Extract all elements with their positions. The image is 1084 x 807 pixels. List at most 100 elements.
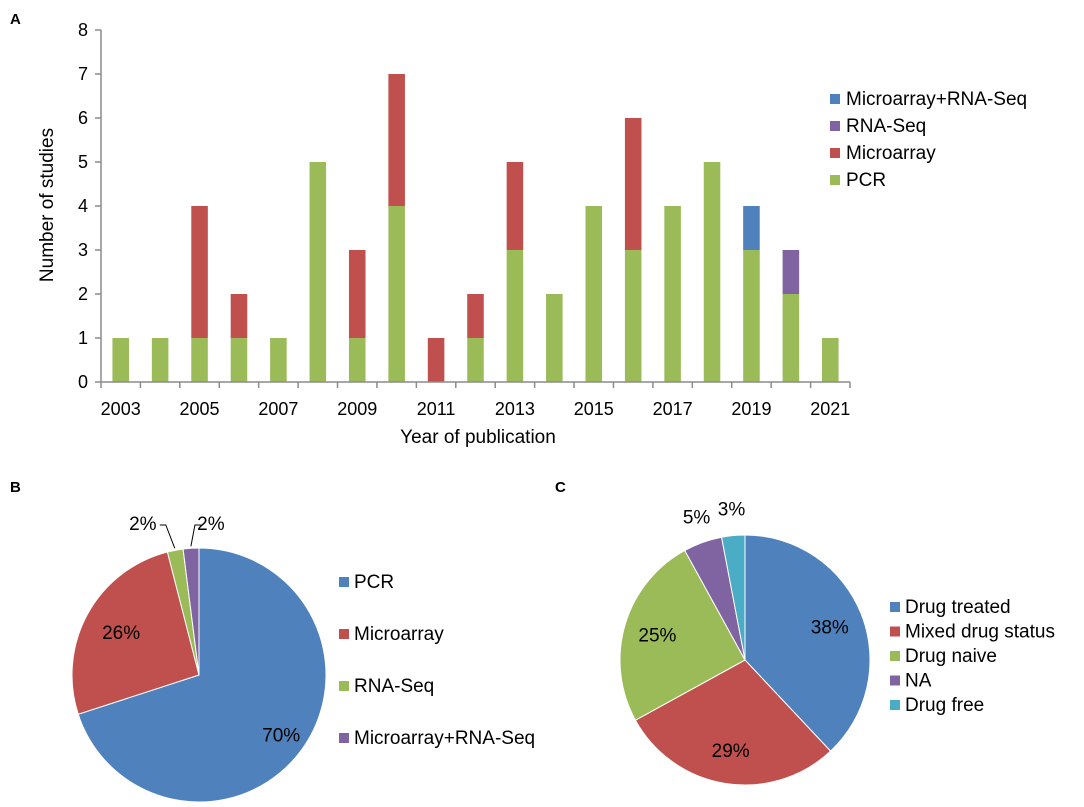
pie-label-drug-naive: 25% bbox=[638, 626, 676, 647]
legend-label-rna-seq: RNA-Seq bbox=[846, 116, 926, 137]
bar-pcr-2010 bbox=[388, 206, 405, 382]
x-tick-label-2013: 2013 bbox=[495, 399, 535, 419]
pie-c-legend: Drug treated Mixed drug status Drug naive N… bbox=[890, 597, 1055, 716]
pie-slice-drug-free bbox=[720, 534, 746, 661]
bar-microarray-2010 bbox=[388, 74, 405, 206]
pie-label-pcr: 70% bbox=[262, 726, 300, 747]
y-ticks: 0 1 2 3 4 5 6 7 8 bbox=[78, 20, 101, 392]
legend-swatch-na bbox=[890, 675, 900, 686]
bar-marks bbox=[112, 74, 839, 382]
pie-slice-microarray bbox=[71, 551, 200, 715]
pie-slice-mixed-drug-status bbox=[634, 659, 832, 786]
legend-swatch-mixed-drug-status bbox=[890, 626, 900, 637]
bar-microarray-rna-seq-2019 bbox=[743, 206, 760, 250]
pie-b-legend: PCR Microarray RNA-Seq Microarray+RNA-Seq bbox=[339, 572, 535, 749]
pie-chart-methods: 70% 26% 2% 2% PCR Microarray RNA-Seq Microarra… bbox=[71, 514, 535, 803]
panel-label-c: C bbox=[555, 479, 566, 496]
bar-pcr-2004 bbox=[151, 338, 169, 382]
bar-legend: Microarray+RNA-Seq RNA-Seq Microarray PCR bbox=[830, 89, 1027, 191]
legend-swatch-drug-naive bbox=[890, 651, 900, 661]
legend-label-microarray-rna-seq: Microarray+RNA-Seq bbox=[354, 728, 535, 749]
pie-b-slices bbox=[71, 547, 327, 803]
panel-label-a: A bbox=[10, 11, 21, 28]
bar-microarray-2013 bbox=[506, 162, 524, 250]
bar-microarray-2016 bbox=[624, 118, 642, 250]
legend-label-mixed-drug-status: Mixed drug status bbox=[905, 622, 1055, 643]
legend-label-rna-seq: RNA-Seq bbox=[354, 676, 434, 697]
pie-c-slices bbox=[619, 534, 871, 786]
bar-pcr-2018 bbox=[703, 162, 721, 382]
pie-leader-rna-seq bbox=[159, 524, 176, 549]
legend-swatch-drug-free bbox=[890, 700, 900, 710]
y-tick-label: 8 bbox=[78, 20, 88, 40]
bar-microarray-2012 bbox=[467, 294, 484, 338]
pie-label-mixed-drug-status: 29% bbox=[712, 741, 750, 762]
legend-label-microarray-rna-seq: Microarray+RNA-Seq bbox=[846, 89, 1027, 110]
bar-pcr-2005 bbox=[191, 338, 208, 382]
legend-label-microarray: Microarray bbox=[354, 624, 444, 645]
pie-slice-pcr bbox=[77, 547, 327, 803]
pie-slice-drug-naive bbox=[619, 549, 746, 721]
bar-microarray-2009 bbox=[348, 250, 366, 338]
bar-pcr-2008 bbox=[309, 162, 327, 382]
y-tick-label: 5 bbox=[78, 152, 88, 172]
y-tick-label: 3 bbox=[78, 240, 88, 260]
legend-swatch-rna-seq bbox=[830, 121, 840, 131]
y-tick-label: 4 bbox=[78, 196, 88, 216]
bar-rna-seq-2020 bbox=[782, 250, 800, 294]
bar-pcr-2016 bbox=[624, 250, 642, 382]
legend-label-drug-free: Drug free bbox=[905, 695, 984, 716]
pie-slice-microarray-rna-seq bbox=[182, 547, 200, 676]
x-tick-label-2019: 2019 bbox=[731, 399, 771, 419]
pie-b-labels: 70% 26% 2% 2% bbox=[102, 514, 300, 747]
legend-label-pcr: PCR bbox=[354, 572, 394, 593]
bar-pcr-2012 bbox=[467, 338, 484, 382]
bar-pcr-2019 bbox=[743, 250, 760, 382]
x-tick-label-2003: 2003 bbox=[101, 399, 141, 419]
pie-label-microarray-rna-seq: 2% bbox=[197, 514, 225, 535]
pie-label-microarray: 26% bbox=[102, 623, 140, 644]
y-tick-label: 1 bbox=[78, 328, 88, 348]
x-tick-label-2009: 2009 bbox=[337, 399, 377, 419]
pie-label-drug-treated: 38% bbox=[811, 617, 849, 638]
legend-swatch-microarray-rna-seq bbox=[339, 733, 349, 743]
pie-slice-drug-treated bbox=[744, 534, 871, 752]
bar-microarray-2006 bbox=[230, 294, 248, 338]
bar-pcr-2021 bbox=[822, 338, 839, 382]
legend-swatch-drug-treated bbox=[890, 602, 900, 612]
y-axis-title: Number of studies bbox=[37, 128, 58, 282]
bar-pcr-2006 bbox=[230, 338, 248, 382]
legend-swatch-pcr bbox=[830, 175, 840, 185]
y-tick-label: 2 bbox=[78, 284, 88, 304]
x-tick-label-2017: 2017 bbox=[653, 399, 693, 419]
y-tick-label: 6 bbox=[78, 108, 88, 128]
pie-label-rna-seq: 2% bbox=[129, 514, 157, 535]
bar-pcr-2015 bbox=[585, 206, 603, 382]
legend-label-drug-treated: Drug treated bbox=[905, 597, 1011, 618]
x-tick-label-2015: 2015 bbox=[574, 399, 614, 419]
x-axis-title: Year of publication bbox=[400, 427, 556, 448]
legend-label-drug-naive: Drug naive bbox=[905, 646, 997, 667]
legend-label-microarray: Microarray bbox=[846, 143, 936, 164]
x-tick-label-2007: 2007 bbox=[258, 399, 298, 419]
legend-label-na: NA bbox=[905, 671, 932, 692]
legend-swatch-rna-seq bbox=[339, 681, 349, 691]
bar-pcr-2017 bbox=[664, 206, 681, 382]
pie-label-drug-free: 3% bbox=[718, 500, 746, 521]
y-tick-label: 7 bbox=[78, 64, 88, 84]
pie-chart-drug-status: 38% 29% 25% 5% 3% Drug treated Mixed drug sta… bbox=[619, 500, 1055, 786]
x-tick-label-2021: 2021 bbox=[810, 399, 850, 419]
bar-pcr-2009 bbox=[348, 338, 366, 382]
bar-microarray-2005 bbox=[191, 206, 208, 338]
x-tick-label-2011: 2011 bbox=[417, 399, 456, 419]
bar-pcr-2013 bbox=[506, 250, 524, 382]
bar-pcr-2007 bbox=[270, 338, 287, 382]
y-tick-label: 0 bbox=[78, 372, 88, 392]
pie-label-na: 5% bbox=[683, 508, 711, 529]
legend-swatch-microarray-rna-seq bbox=[830, 94, 840, 104]
pie-c-labels: 38% 29% 25% 5% 3% bbox=[638, 500, 849, 763]
bar-pcr-2003 bbox=[112, 338, 129, 382]
legend-swatch-microarray bbox=[339, 629, 349, 639]
